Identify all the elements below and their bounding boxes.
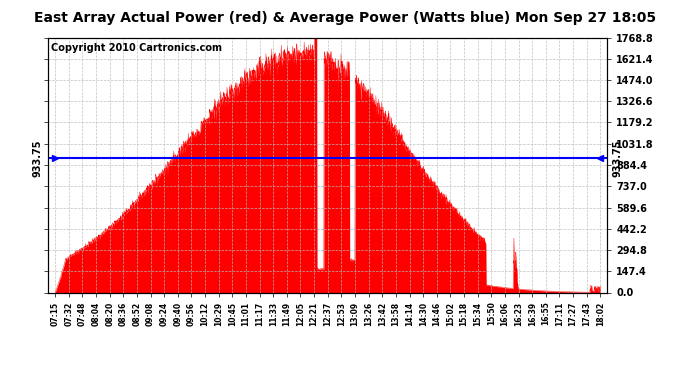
Text: Copyright 2010 Cartronics.com: Copyright 2010 Cartronics.com — [51, 43, 222, 52]
Text: 933.75: 933.75 — [613, 139, 623, 177]
Text: 933.75: 933.75 — [32, 139, 43, 177]
Text: East Array Actual Power (red) & Average Power (Watts blue) Mon Sep 27 18:05: East Array Actual Power (red) & Average … — [34, 11, 656, 25]
